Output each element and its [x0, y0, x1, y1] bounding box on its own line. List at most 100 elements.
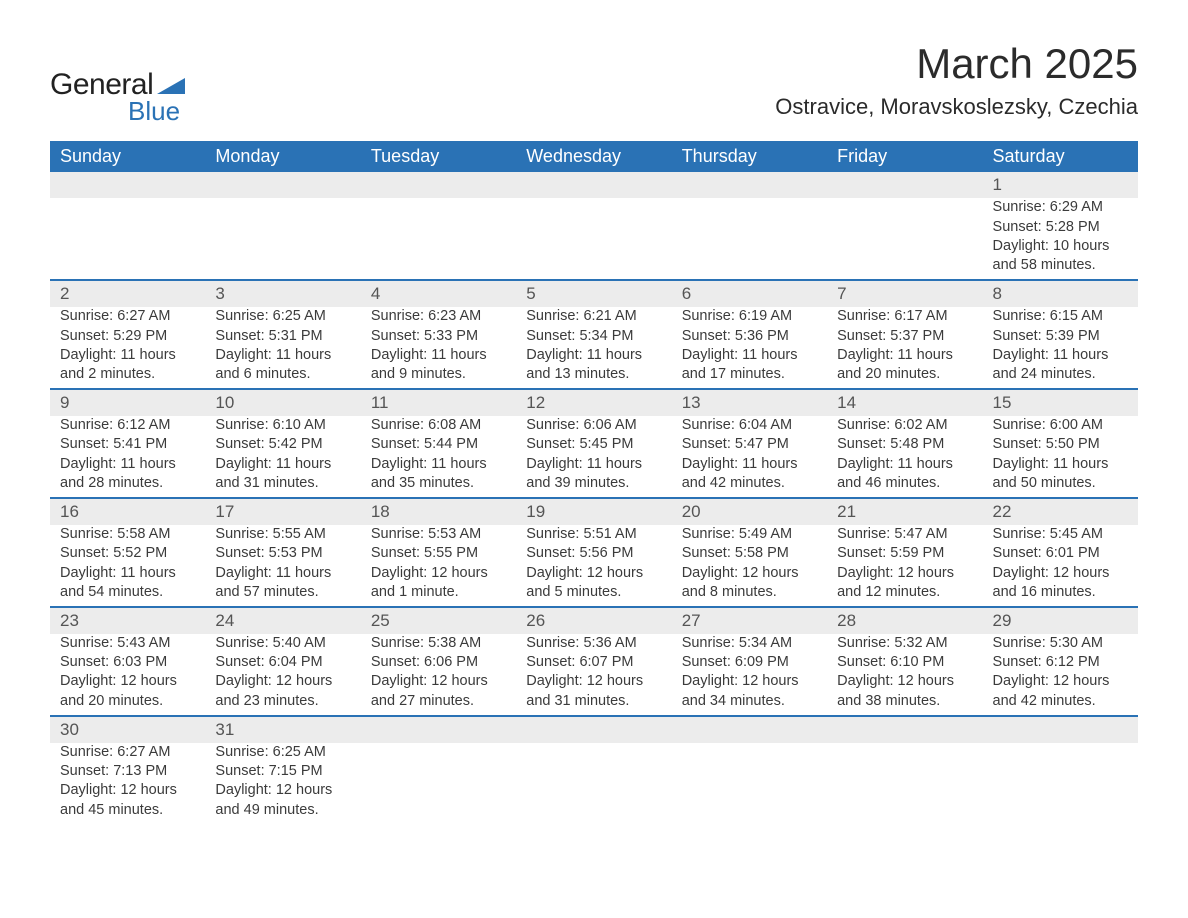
day-details: Sunrise: 6:25 AMSunset: 7:15 PMDaylight:…	[205, 743, 360, 824]
day-header: Wednesday	[516, 141, 671, 172]
day-number: 21	[827, 498, 982, 525]
day-details: Sunrise: 6:00 AMSunset: 5:50 PMDaylight:…	[983, 416, 1138, 498]
day-number: 31	[205, 716, 360, 743]
day-number: 1	[983, 172, 1138, 198]
day-header: Tuesday	[361, 141, 516, 172]
daynum-row: 1	[50, 172, 1138, 198]
calendar-table: Sunday Monday Tuesday Wednesday Thursday…	[50, 141, 1138, 824]
day-number	[672, 172, 827, 198]
day-details	[516, 743, 671, 824]
day-details: Sunrise: 5:53 AMSunset: 5:55 PMDaylight:…	[361, 525, 516, 607]
day-number	[361, 716, 516, 743]
day-details	[516, 198, 671, 280]
logo-triangle-icon	[157, 76, 185, 94]
details-row: Sunrise: 5:58 AMSunset: 5:52 PMDaylight:…	[50, 525, 1138, 607]
day-header-row: Sunday Monday Tuesday Wednesday Thursday…	[50, 141, 1138, 172]
month-title: March 2025	[775, 40, 1138, 88]
daynum-row: 16171819202122	[50, 498, 1138, 525]
day-details	[361, 743, 516, 824]
day-details: Sunrise: 5:30 AMSunset: 6:12 PMDaylight:…	[983, 634, 1138, 716]
day-number: 20	[672, 498, 827, 525]
brand-logo: General Blue	[50, 68, 185, 127]
day-number	[827, 172, 982, 198]
day-number	[983, 716, 1138, 743]
day-number: 22	[983, 498, 1138, 525]
day-details	[672, 743, 827, 824]
day-number	[672, 716, 827, 743]
day-details: Sunrise: 5:40 AMSunset: 6:04 PMDaylight:…	[205, 634, 360, 716]
day-details: Sunrise: 6:25 AMSunset: 5:31 PMDaylight:…	[205, 307, 360, 389]
day-header: Friday	[827, 141, 982, 172]
day-details: Sunrise: 6:15 AMSunset: 5:39 PMDaylight:…	[983, 307, 1138, 389]
daynum-row: 3031	[50, 716, 1138, 743]
day-details: Sunrise: 5:51 AMSunset: 5:56 PMDaylight:…	[516, 525, 671, 607]
day-number: 23	[50, 607, 205, 634]
day-number: 18	[361, 498, 516, 525]
header: General Blue March 2025 Ostravice, Morav…	[50, 40, 1138, 127]
day-number: 29	[983, 607, 1138, 634]
day-details	[672, 198, 827, 280]
day-number: 5	[516, 280, 671, 307]
day-number: 9	[50, 389, 205, 416]
day-number: 14	[827, 389, 982, 416]
day-number	[516, 716, 671, 743]
day-number	[205, 172, 360, 198]
day-number: 25	[361, 607, 516, 634]
day-number: 13	[672, 389, 827, 416]
day-number: 10	[205, 389, 360, 416]
details-row: Sunrise: 6:12 AMSunset: 5:41 PMDaylight:…	[50, 416, 1138, 498]
day-details: Sunrise: 6:12 AMSunset: 5:41 PMDaylight:…	[50, 416, 205, 498]
day-number: 24	[205, 607, 360, 634]
day-number: 28	[827, 607, 982, 634]
day-number: 7	[827, 280, 982, 307]
day-number: 15	[983, 389, 1138, 416]
day-details: Sunrise: 6:06 AMSunset: 5:45 PMDaylight:…	[516, 416, 671, 498]
day-header: Sunday	[50, 141, 205, 172]
daynum-row: 9101112131415	[50, 389, 1138, 416]
day-header: Monday	[205, 141, 360, 172]
day-number	[827, 716, 982, 743]
day-number: 19	[516, 498, 671, 525]
day-number: 2	[50, 280, 205, 307]
day-details: Sunrise: 5:49 AMSunset: 5:58 PMDaylight:…	[672, 525, 827, 607]
location: Ostravice, Moravskoslezsky, Czechia	[775, 94, 1138, 120]
day-details: Sunrise: 5:36 AMSunset: 6:07 PMDaylight:…	[516, 634, 671, 716]
day-details	[50, 198, 205, 280]
day-details: Sunrise: 6:29 AMSunset: 5:28 PMDaylight:…	[983, 198, 1138, 280]
day-number	[361, 172, 516, 198]
day-details	[983, 743, 1138, 824]
day-number: 26	[516, 607, 671, 634]
day-details: Sunrise: 5:34 AMSunset: 6:09 PMDaylight:…	[672, 634, 827, 716]
day-number: 8	[983, 280, 1138, 307]
details-row: Sunrise: 5:43 AMSunset: 6:03 PMDaylight:…	[50, 634, 1138, 716]
day-number: 3	[205, 280, 360, 307]
day-details: Sunrise: 6:08 AMSunset: 5:44 PMDaylight:…	[361, 416, 516, 498]
day-details: Sunrise: 6:23 AMSunset: 5:33 PMDaylight:…	[361, 307, 516, 389]
day-details: Sunrise: 6:27 AMSunset: 7:13 PMDaylight:…	[50, 743, 205, 824]
brand-word2: Blue	[128, 96, 185, 127]
day-number: 12	[516, 389, 671, 416]
day-details: Sunrise: 5:55 AMSunset: 5:53 PMDaylight:…	[205, 525, 360, 607]
day-header: Saturday	[983, 141, 1138, 172]
day-details	[205, 198, 360, 280]
details-row: Sunrise: 6:27 AMSunset: 7:13 PMDaylight:…	[50, 743, 1138, 824]
day-details: Sunrise: 5:32 AMSunset: 6:10 PMDaylight:…	[827, 634, 982, 716]
details-row: Sunrise: 6:27 AMSunset: 5:29 PMDaylight:…	[50, 307, 1138, 389]
day-details	[827, 198, 982, 280]
day-number	[516, 172, 671, 198]
day-number: 16	[50, 498, 205, 525]
day-details: Sunrise: 6:19 AMSunset: 5:36 PMDaylight:…	[672, 307, 827, 389]
day-number: 27	[672, 607, 827, 634]
day-details: Sunrise: 6:17 AMSunset: 5:37 PMDaylight:…	[827, 307, 982, 389]
day-details: Sunrise: 6:10 AMSunset: 5:42 PMDaylight:…	[205, 416, 360, 498]
day-details: Sunrise: 5:47 AMSunset: 5:59 PMDaylight:…	[827, 525, 982, 607]
day-header: Thursday	[672, 141, 827, 172]
day-details: Sunrise: 6:27 AMSunset: 5:29 PMDaylight:…	[50, 307, 205, 389]
day-details: Sunrise: 6:04 AMSunset: 5:47 PMDaylight:…	[672, 416, 827, 498]
day-details: Sunrise: 6:02 AMSunset: 5:48 PMDaylight:…	[827, 416, 982, 498]
day-details: Sunrise: 5:58 AMSunset: 5:52 PMDaylight:…	[50, 525, 205, 607]
day-number: 11	[361, 389, 516, 416]
day-details	[827, 743, 982, 824]
day-number: 30	[50, 716, 205, 743]
day-number	[50, 172, 205, 198]
